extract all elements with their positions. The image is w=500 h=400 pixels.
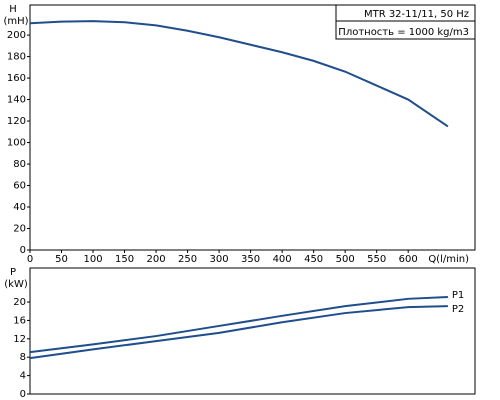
- x-tick-label: 600: [399, 254, 418, 265]
- x-tick-label: 0: [27, 254, 33, 265]
- y-tick-label: 120: [7, 116, 26, 127]
- x-tick-label: 250: [178, 254, 197, 265]
- y-tick-label: 20: [13, 297, 26, 308]
- x-tick-label: 550: [367, 254, 386, 265]
- annotation: MTR 32-11/11, 50 Hz: [364, 9, 469, 20]
- y-tick-label: 80: [13, 159, 26, 170]
- x-tick-label: 200: [147, 254, 166, 265]
- curve: [29, 20, 449, 128]
- plot-frame: [29, 267, 476, 395]
- y-axis-unit: (kW): [4, 279, 28, 290]
- y-axis-label: P: [10, 267, 16, 278]
- y-tick-label: 0: [20, 245, 26, 256]
- y-tick-label: 12: [13, 334, 26, 345]
- y-tick-label: 8: [20, 352, 26, 363]
- legend-label: P2: [452, 304, 464, 315]
- y-tick-label: 4: [20, 371, 26, 382]
- annotation-box: [335, 4, 476, 40]
- y-tick-label: 180: [7, 52, 26, 63]
- y-tick-label: 160: [7, 73, 26, 84]
- x-axis-label: Q(l/min): [428, 254, 469, 265]
- y-tick-label: 20: [13, 224, 26, 235]
- x-tick-label: 50: [55, 254, 68, 265]
- y-tick-label: 200: [7, 30, 26, 41]
- y-tick-label: 16: [13, 315, 26, 326]
- y-tick-label: 0: [20, 389, 26, 400]
- curve: [29, 295, 448, 354]
- y-tick-label: 100: [7, 138, 26, 149]
- x-tick-label: 400: [273, 254, 292, 265]
- x-tick-label: 150: [115, 254, 134, 265]
- x-tick-label: 300: [210, 254, 229, 265]
- x-tick-label: 350: [241, 254, 260, 265]
- curve: [29, 305, 448, 360]
- y-tick-label: 40: [13, 202, 26, 213]
- y-axis-label: H: [9, 4, 17, 15]
- annotation: Плотность = 1000 kg/m3: [338, 27, 469, 38]
- x-tick-label: 450: [304, 254, 323, 265]
- plot-frame: [29, 4, 476, 251]
- y-tick-label: 60: [13, 181, 26, 192]
- legend-label: P1: [452, 290, 464, 301]
- y-tick-label: 140: [7, 95, 26, 106]
- y-axis-unit: (mH): [3, 16, 28, 27]
- x-tick-label: 100: [83, 254, 102, 265]
- x-tick-label: 500: [336, 254, 355, 265]
